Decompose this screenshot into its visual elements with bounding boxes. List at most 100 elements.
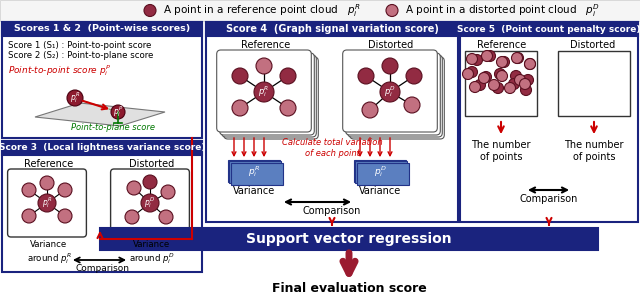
Circle shape: [406, 68, 422, 84]
Bar: [465, 51, 537, 116]
Text: Support vector regression: Support vector regression: [246, 232, 452, 246]
Circle shape: [22, 209, 36, 223]
Circle shape: [470, 81, 481, 92]
FancyBboxPatch shape: [221, 55, 316, 137]
FancyBboxPatch shape: [217, 50, 311, 132]
Text: Score 2 (S₂) : Point-to-plane score: Score 2 (S₂) : Point-to-plane score: [8, 51, 154, 60]
Circle shape: [499, 57, 509, 67]
Text: Comparison: Comparison: [303, 206, 361, 216]
Bar: [2, 22, 202, 36]
Text: Final evaluation score: Final evaluation score: [271, 282, 426, 295]
FancyBboxPatch shape: [111, 169, 189, 237]
Circle shape: [525, 59, 536, 70]
Bar: [0, 0, 640, 21]
Bar: [354, 160, 406, 182]
Text: Variance
around $p_i^R$: Variance around $p_i^R$: [27, 240, 72, 266]
Text: A point in a distorted point cloud   $p_i^D$: A point in a distorted point cloud $p_i^…: [399, 2, 600, 19]
FancyBboxPatch shape: [346, 53, 440, 135]
Text: Variance: Variance: [359, 186, 401, 196]
Circle shape: [481, 72, 492, 83]
Text: $p_i^R$: $p_i^R$: [70, 91, 80, 105]
Circle shape: [467, 54, 477, 65]
Circle shape: [474, 80, 486, 91]
Circle shape: [497, 57, 508, 67]
Text: Variance
around $p_i^D$: Variance around $p_i^D$: [129, 240, 175, 266]
Text: Distorted: Distorted: [369, 40, 413, 50]
FancyBboxPatch shape: [224, 57, 318, 139]
Text: Score 4  (Graph signal variation score): Score 4 (Graph signal variation score): [225, 24, 438, 34]
Circle shape: [380, 82, 400, 102]
Circle shape: [38, 194, 56, 212]
Bar: [460, 22, 638, 36]
Circle shape: [256, 58, 272, 74]
Circle shape: [358, 68, 374, 84]
Text: A point in a reference point cloud   $p_i^R$: A point in a reference point cloud $p_i^…: [157, 2, 360, 19]
Circle shape: [127, 181, 141, 195]
Text: $p_i^P$: $p_i^P$: [113, 104, 124, 120]
Text: $p_i^R$: $p_i^R$: [248, 165, 260, 179]
Circle shape: [143, 175, 157, 189]
Circle shape: [504, 83, 515, 94]
Circle shape: [125, 210, 139, 224]
Polygon shape: [35, 103, 165, 126]
Bar: [558, 51, 630, 116]
Circle shape: [525, 59, 536, 70]
FancyBboxPatch shape: [349, 57, 444, 139]
Circle shape: [511, 52, 522, 64]
Circle shape: [232, 68, 248, 84]
Circle shape: [481, 51, 493, 62]
Bar: [229, 161, 281, 183]
Circle shape: [463, 68, 474, 80]
Circle shape: [232, 100, 248, 116]
Text: Calculate total variation
of each point: Calculate total variation of each point: [282, 138, 382, 158]
Text: Scores 1 & 2  (Point-wise scores): Scores 1 & 2 (Point-wise scores): [14, 25, 190, 33]
Bar: [2, 22, 202, 138]
Circle shape: [22, 183, 36, 197]
Circle shape: [497, 70, 508, 81]
FancyBboxPatch shape: [8, 169, 86, 237]
Bar: [206, 22, 458, 36]
FancyBboxPatch shape: [220, 53, 314, 135]
Text: Reference: Reference: [24, 159, 74, 169]
Circle shape: [40, 176, 54, 190]
Text: Distorted: Distorted: [570, 40, 616, 50]
Circle shape: [511, 70, 522, 81]
Circle shape: [58, 183, 72, 197]
Circle shape: [513, 52, 524, 64]
Text: Distorted: Distorted: [129, 159, 175, 169]
Text: $p_i^D$: $p_i^D$: [145, 196, 156, 210]
Circle shape: [382, 58, 398, 74]
Text: Score 1 (S₁) : Point-to-point score: Score 1 (S₁) : Point-to-point score: [8, 41, 152, 50]
Text: Reference: Reference: [477, 40, 527, 50]
Circle shape: [509, 78, 520, 89]
Text: $p_i^R$: $p_i^R$: [259, 85, 269, 99]
Text: The number
of points: The number of points: [564, 140, 624, 162]
Circle shape: [467, 67, 477, 78]
Text: Reference: Reference: [241, 40, 291, 50]
Circle shape: [488, 80, 499, 91]
Circle shape: [493, 83, 504, 94]
FancyBboxPatch shape: [348, 55, 442, 137]
Text: Variance: Variance: [233, 186, 275, 196]
Circle shape: [144, 4, 156, 17]
Circle shape: [280, 100, 296, 116]
Circle shape: [159, 210, 173, 224]
Text: $p_i^R$: $p_i^R$: [42, 196, 52, 210]
Circle shape: [280, 68, 296, 84]
Circle shape: [520, 84, 531, 96]
Bar: [355, 161, 407, 183]
Text: Point-to-point score $p_i^P$: Point-to-point score $p_i^P$: [8, 63, 111, 78]
Text: The number
of points: The number of points: [471, 140, 531, 162]
Bar: [100, 228, 598, 250]
Circle shape: [484, 51, 495, 62]
Text: $p_i^D$: $p_i^D$: [384, 85, 396, 99]
Text: $p_i^D$: $p_i^D$: [374, 165, 387, 179]
Circle shape: [522, 75, 534, 86]
Circle shape: [404, 97, 420, 113]
Circle shape: [141, 194, 159, 212]
Bar: [231, 163, 283, 185]
Circle shape: [58, 209, 72, 223]
Text: Comparison: Comparison: [520, 194, 578, 204]
Circle shape: [515, 75, 525, 86]
Text: Comparison: Comparison: [75, 264, 129, 273]
